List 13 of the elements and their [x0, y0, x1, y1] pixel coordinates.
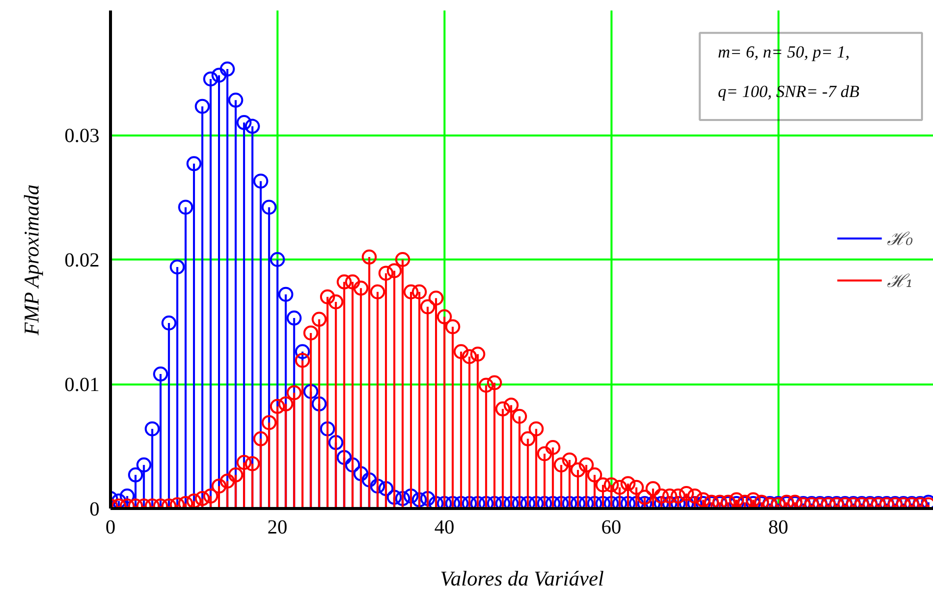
- y-tick-label: 0.02: [64, 250, 100, 272]
- x-tick-label: 40: [434, 516, 454, 538]
- x-tick-label: 60: [601, 516, 622, 538]
- y-tick-label: 0.01: [64, 374, 100, 396]
- y-tick-label: 0: [90, 498, 100, 520]
- x-axis-title: Valores da Variável: [440, 566, 604, 590]
- legend-label: ℋ₁: [886, 270, 913, 292]
- y-tick-label: 0.03: [64, 125, 100, 147]
- x-tick-label: 80: [768, 516, 788, 538]
- x-tick-label: 0: [106, 516, 116, 538]
- y-axis-title: FMP Aproximada: [20, 184, 44, 336]
- legend-label: ℋ₀: [886, 228, 913, 250]
- x-tick-label: 20: [267, 516, 288, 538]
